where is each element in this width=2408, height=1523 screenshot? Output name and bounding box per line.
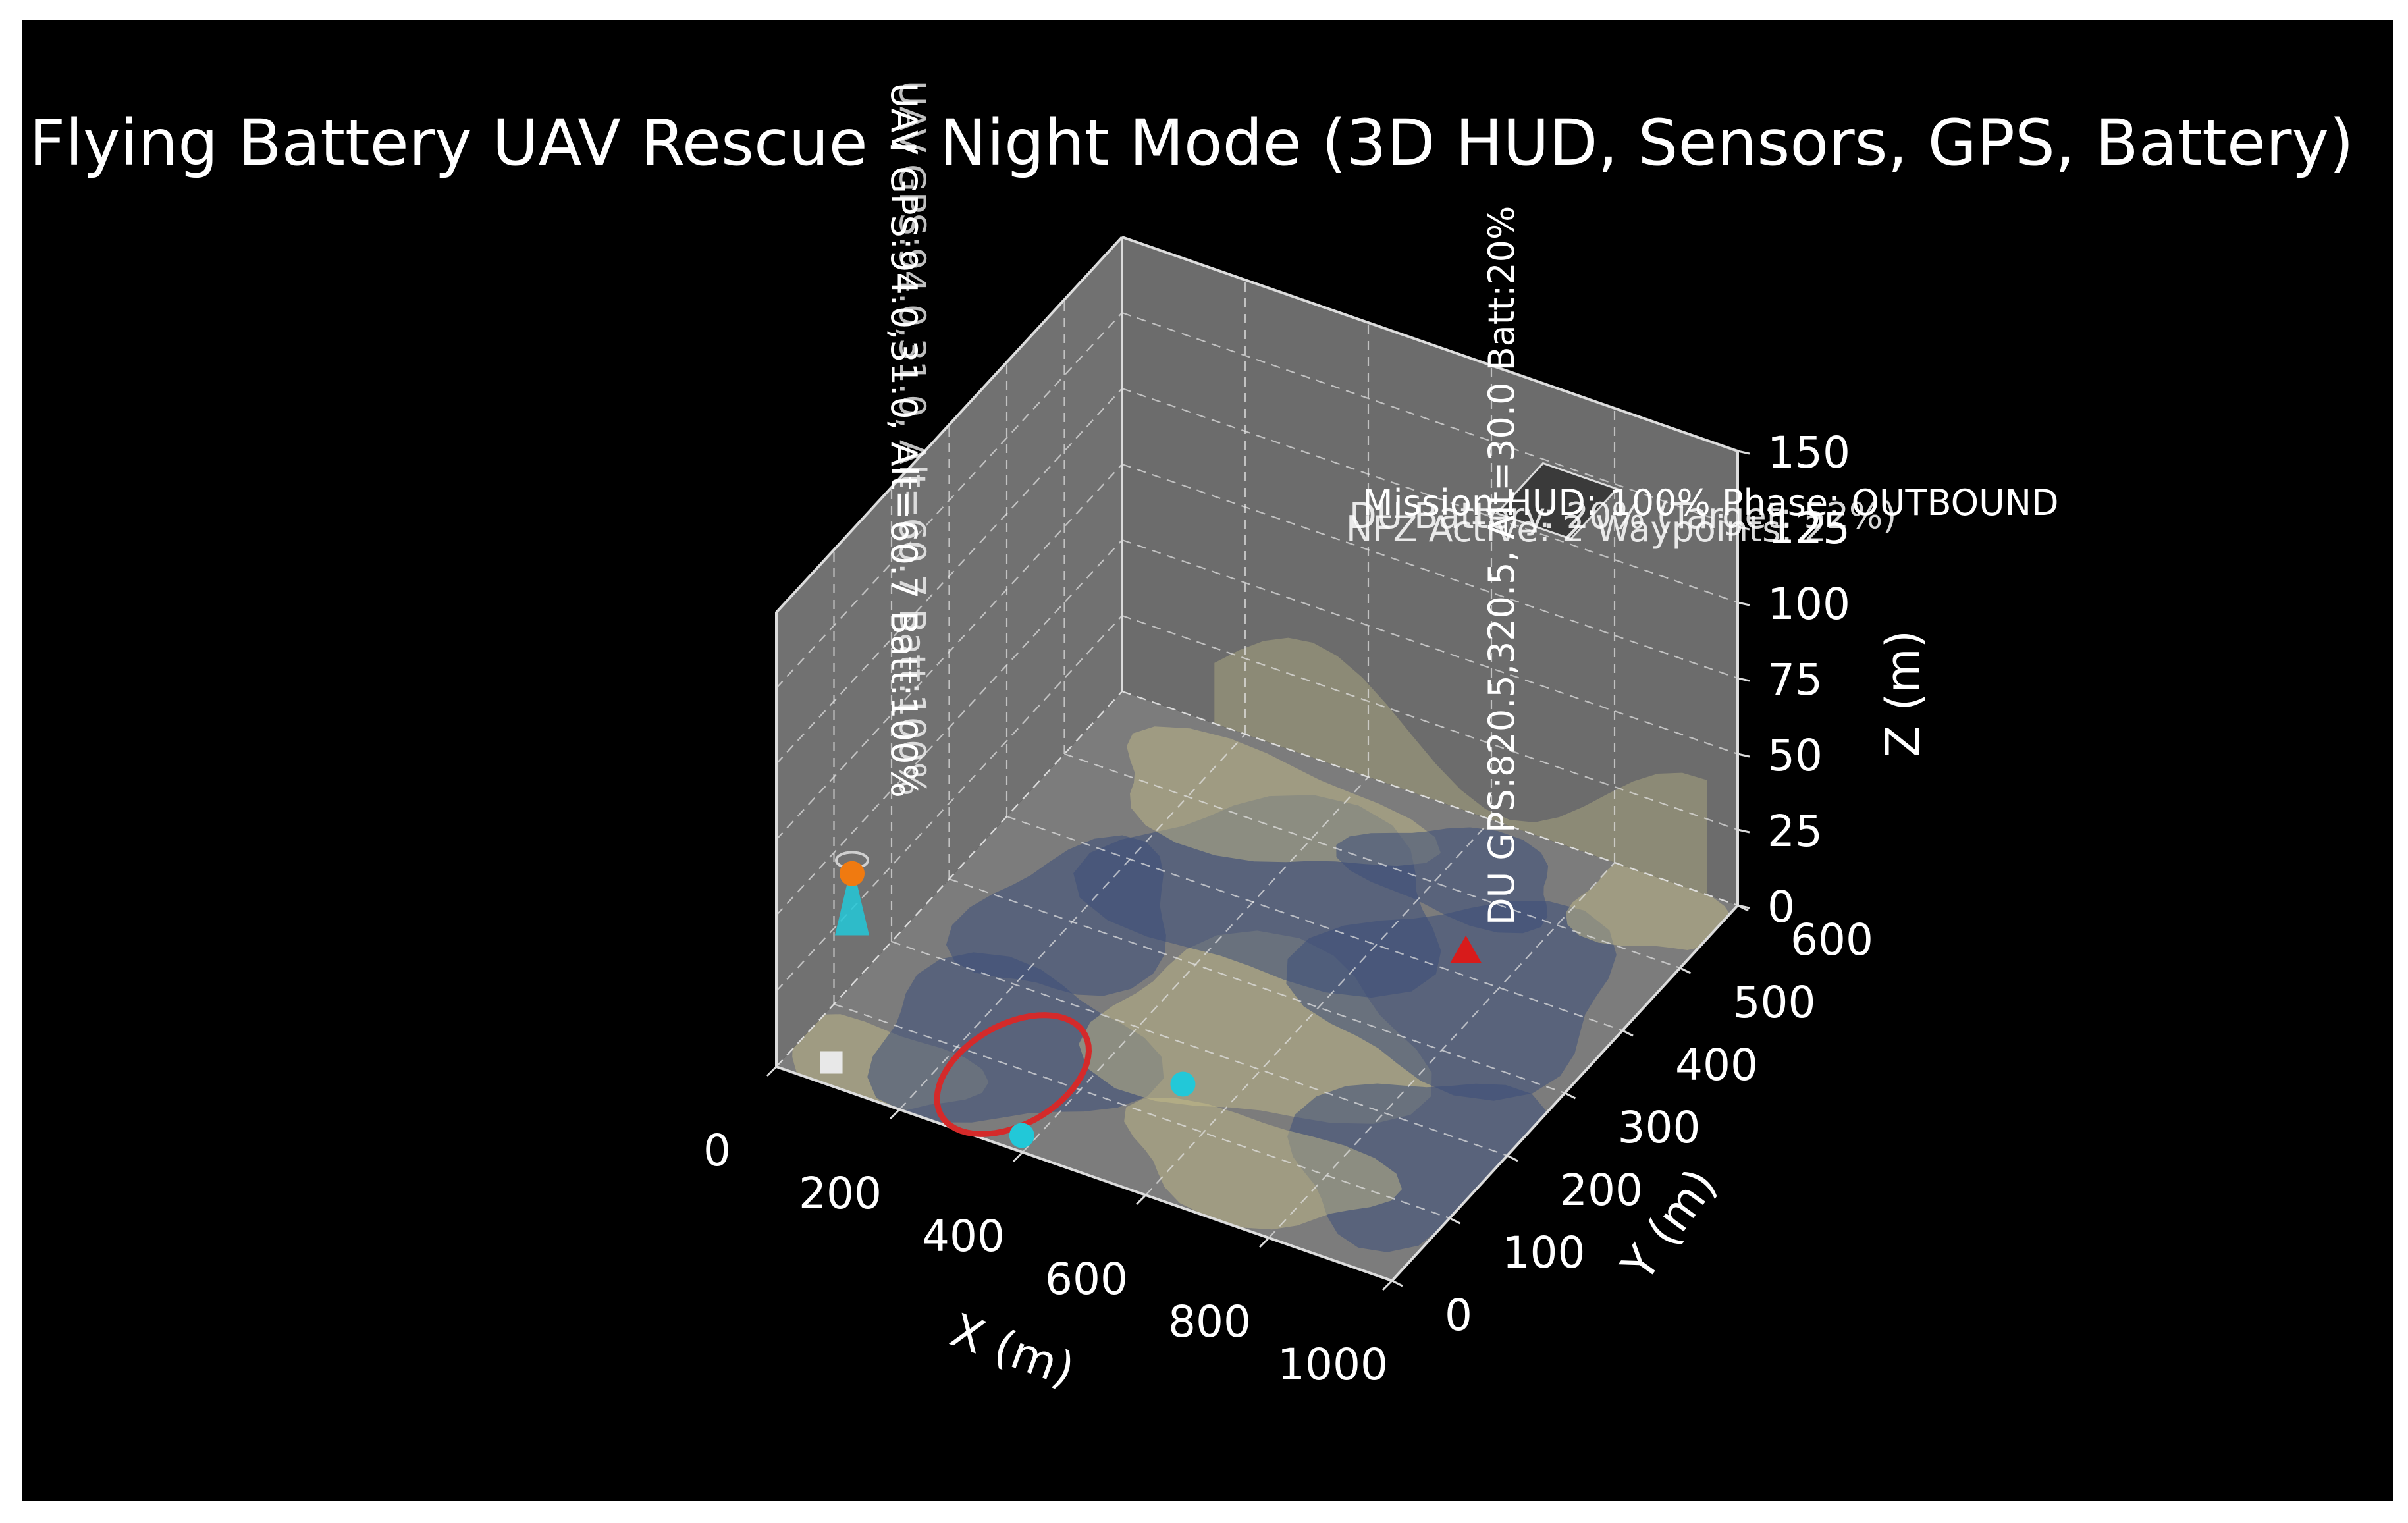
uav-gps-label-overlap: UAV GPS:94.0,31.0, Alt=60.7 Batt:100% <box>892 80 933 796</box>
terrain-patch <box>1286 901 1617 1101</box>
terrain-wall <box>1214 637 1707 895</box>
waypoint-point <box>1009 1123 1034 1148</box>
y-tick-label: 200 <box>1560 1165 1643 1216</box>
base-point <box>820 1051 843 1074</box>
y-tick-label: 400 <box>1675 1040 1758 1090</box>
z-tick-label: 50 <box>1767 730 1823 781</box>
uav-point <box>835 863 869 936</box>
z-tick-label: 75 <box>1767 655 1823 705</box>
hud-line-nfz: NFZ Active: 2 Waypoints: 2 <box>1346 508 1827 550</box>
hud-line-mission: Mission HUD: 100% Phase: OUTBOUND <box>1362 482 2059 523</box>
terrain-patch <box>1124 1097 1403 1230</box>
x-tick-label: 1000 <box>1277 1339 1388 1390</box>
no-fly-circle <box>934 1012 1092 1137</box>
z-tick-label: 150 <box>1767 427 1850 478</box>
waypoint-point <box>1170 1071 1196 1097</box>
x-tick-label: 600 <box>1045 1254 1128 1304</box>
plot-frame: Flying Battery UAV Rescue – Night Mode (… <box>22 20 2393 1501</box>
z-tick-label: 100 <box>1767 579 1850 629</box>
hud-line-battery: DU Battery: 20% (Target: 52%) <box>1349 495 1896 537</box>
terrain-patch <box>1336 827 1549 934</box>
x-axis-label: X (m) <box>944 1303 1081 1397</box>
du-gps-label: DU GPS:820.5,320.5, Alt=30.0 Batt:20% <box>1481 206 1522 925</box>
chart-title: Flying Battery UAV Rescue – Night Mode (… <box>29 106 2354 180</box>
z-tick-label: 0 <box>1767 882 1795 932</box>
y-tick-label: 300 <box>1618 1102 1701 1153</box>
uav-gps-label: UAV GPS:94.0,31.0, Alt=60.7 Batt:100% <box>883 82 924 798</box>
back-pane <box>1122 237 1738 905</box>
x-tick-label: 200 <box>799 1168 882 1219</box>
z-tick-label: 25 <box>1767 806 1823 857</box>
uav-marker-point <box>840 861 865 886</box>
x-tick-label: 0 <box>703 1125 731 1176</box>
du-point <box>1450 935 1482 963</box>
x-tick-label: 800 <box>1168 1296 1251 1347</box>
terrain-patch <box>1127 726 1441 867</box>
landing-zone <box>1495 462 1619 541</box>
terrain-patch <box>1565 863 1730 950</box>
y-tick-label: 500 <box>1733 977 1816 1028</box>
z-tick-label: 125 <box>1767 503 1850 554</box>
uav-3d-plot: Flying Battery UAV Rescue – Night Mode (… <box>29 80 2354 1397</box>
z-axis-label: Z (m) <box>1876 630 1930 757</box>
y-tick-label: 0 <box>1445 1290 1472 1341</box>
y-tick-label: 600 <box>1790 915 1873 965</box>
y-tick-label: 100 <box>1503 1227 1586 1278</box>
terrain-patch <box>1287 1083 1547 1252</box>
x-tick-label: 400 <box>922 1211 1005 1262</box>
